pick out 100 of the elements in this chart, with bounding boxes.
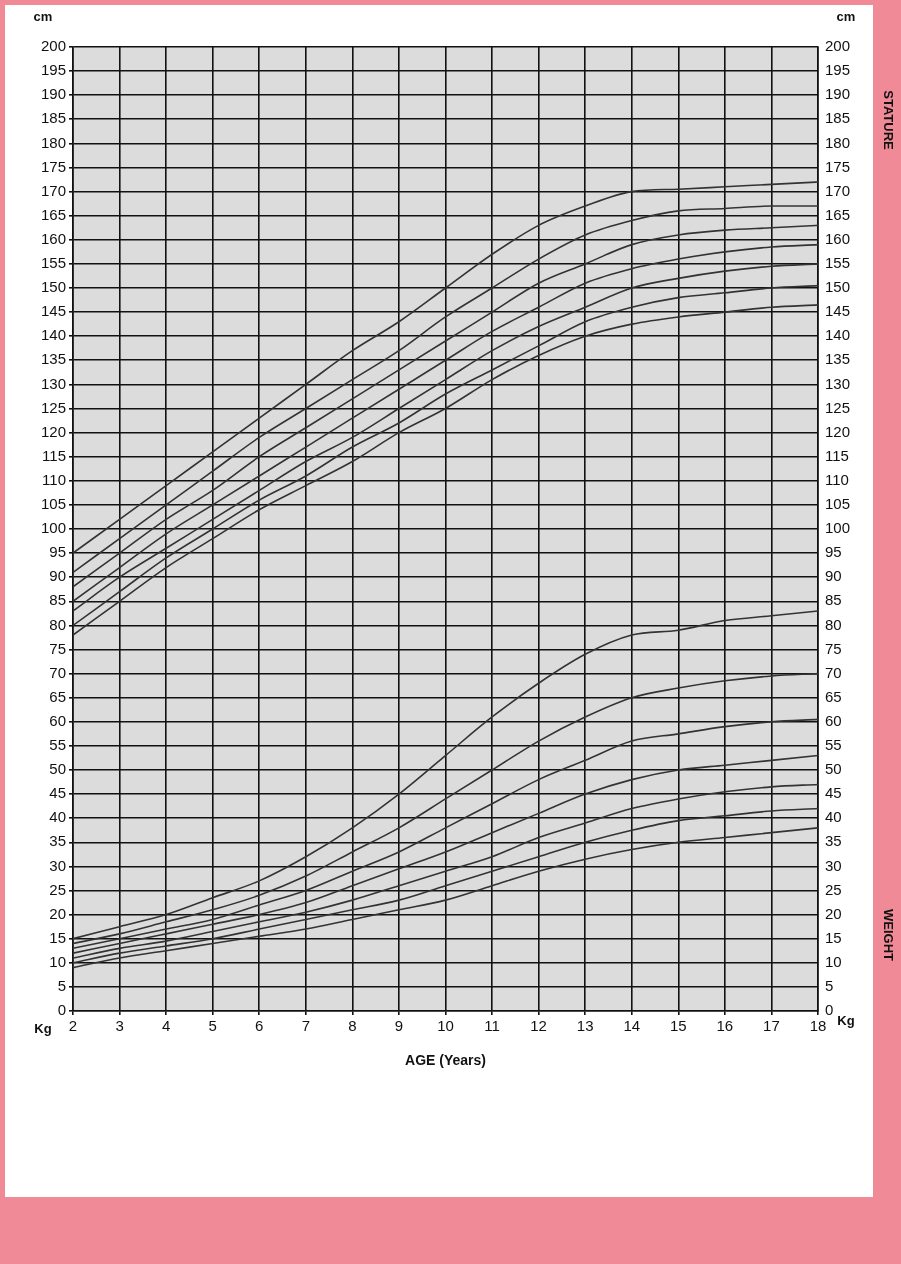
x-tick-label: 14 [623,1017,641,1035]
y-tick-label: 80 [49,615,66,633]
y2-tick-label: 185 [825,109,851,127]
y2-tick-label: 200 [825,37,851,55]
y-tick-label: 0 [57,1001,66,1019]
x-tick-label: 16 [716,1017,734,1035]
y2-tick-label: 60 [825,711,842,729]
y-tick-label: 195 [40,61,66,79]
y-tick-label: 145 [40,302,66,320]
y-tick-label: 65 [49,687,66,705]
y-tick-label: 75 [49,639,66,657]
y2-tick-label: 30 [825,856,842,874]
y2-tick-label: 115 [825,446,849,464]
y-tick-label: 95 [49,543,66,561]
y-tick-label: 190 [40,85,66,103]
y-tick-label: 200 [40,37,66,55]
y-tick-label: 70 [49,663,66,681]
y2-tick-label: 25 [825,880,842,898]
y2-tick-label: 145 [825,302,851,320]
x-tick-label: 13 [576,1017,594,1035]
y2-tick-label: 5 [825,977,834,995]
y2-axis-title: cm [836,8,856,24]
y-tick-label: 10 [49,952,66,970]
y-tick-label: 30 [49,856,66,874]
y-tick-label: 25 [49,880,66,898]
x-tick-label: 9 [394,1017,404,1035]
y-tick-label: 120 [40,422,66,440]
y2-tick-label: 130 [825,374,851,392]
y-tick-label: 45 [49,784,66,802]
y2-tick-label: 120 [825,422,851,440]
y2-tick-label: 170 [825,181,851,199]
y2-tick-label: 15 [825,928,842,946]
y2-tick-label: 45 [825,784,842,802]
x-tick-label: 7 [301,1017,310,1035]
y2-tick-label: 150 [825,278,851,296]
y2-tick-label: 90 [825,567,842,585]
y2-tick-label: 35 [825,832,842,850]
y2-tick-label: 125 [825,398,851,416]
x-tick-label: 5 [208,1017,217,1035]
y-tick-label: 110 [42,470,66,488]
x-axis-title: AGE (Years) [405,1051,486,1068]
y-tick-label: 150 [40,278,66,296]
y-tick-label: 125 [40,398,66,416]
x-tick-label: 10 [437,1017,454,1035]
y-tick-label: 90 [49,567,66,585]
x-tick-label: 12 [530,1017,547,1035]
y2-tick-label: 10 [825,952,842,970]
y2-tick-label: 190 [825,85,851,103]
y2-tick-label: 65 [825,687,842,705]
x-tick-label: 15 [669,1017,687,1035]
y2-tick-label: 155 [825,254,851,272]
y-axis-title: cm [33,8,53,24]
y2-tick-label: 100 [825,519,851,537]
y-tick-label: 140 [40,326,66,344]
y2-tick-label: 75 [825,639,842,657]
y-tick-label: 15 [49,928,66,946]
y2-tick-label: 20 [825,904,842,922]
y2-tick-label: 95 [825,543,842,561]
y-tick-label: 100 [40,519,66,537]
x-tick-label: 11 [484,1017,500,1035]
y2-tick-label: 195 [825,61,851,79]
y2-tick-label: 165 [825,205,851,223]
y2-tick-label: 140 [825,326,851,344]
y-tick-label: 160 [40,229,66,247]
y-tick-label: 175 [40,157,66,175]
y-tick-label: 5 [57,977,66,995]
y-tick-label: 85 [49,591,66,609]
y-tick-label: 115 [42,446,66,464]
x-tick-label: 6 [255,1017,264,1035]
y2-tick-label: 105 [825,495,851,513]
y-tick-label: 35 [49,832,66,850]
y-tick-label: 20 [49,904,66,922]
y-tick-label: 40 [49,808,66,826]
y-tick-label: 135 [40,350,66,368]
y2-tick-label: 180 [825,133,851,151]
y2-tick-label: 110 [825,470,849,488]
y2-tick-label: 70 [825,663,842,681]
y2-tick-label: 40 [825,808,842,826]
y2-tick-label: 160 [825,229,851,247]
x-tick-label: 8 [348,1017,357,1035]
y2-tick-label: 50 [825,760,842,778]
y-tick-label: 55 [49,736,66,754]
x-tick-label: 18 [809,1017,827,1035]
x-tick-label: 4 [161,1017,171,1035]
y2-tick-label: 85 [825,591,842,609]
y-tick-label: 50 [49,760,66,778]
y2-tick-label: 55 [825,736,842,754]
x-tick-label: 2 [68,1017,78,1035]
x-tick-label: 3 [115,1017,124,1035]
y-tick-label: 155 [40,254,66,272]
y-tick-label: 60 [49,711,66,729]
y-tick-label: 130 [40,374,66,392]
y2-tick-label: 175 [825,157,851,175]
y2-tick-label: 80 [825,615,842,633]
text: Kg [837,1012,855,1028]
y-tick-label: 185 [40,109,66,127]
y-tick-label: 170 [40,181,66,199]
text: Kg [34,1020,52,1036]
text: WEIGHT [881,909,897,962]
text: STATURE [881,90,897,151]
